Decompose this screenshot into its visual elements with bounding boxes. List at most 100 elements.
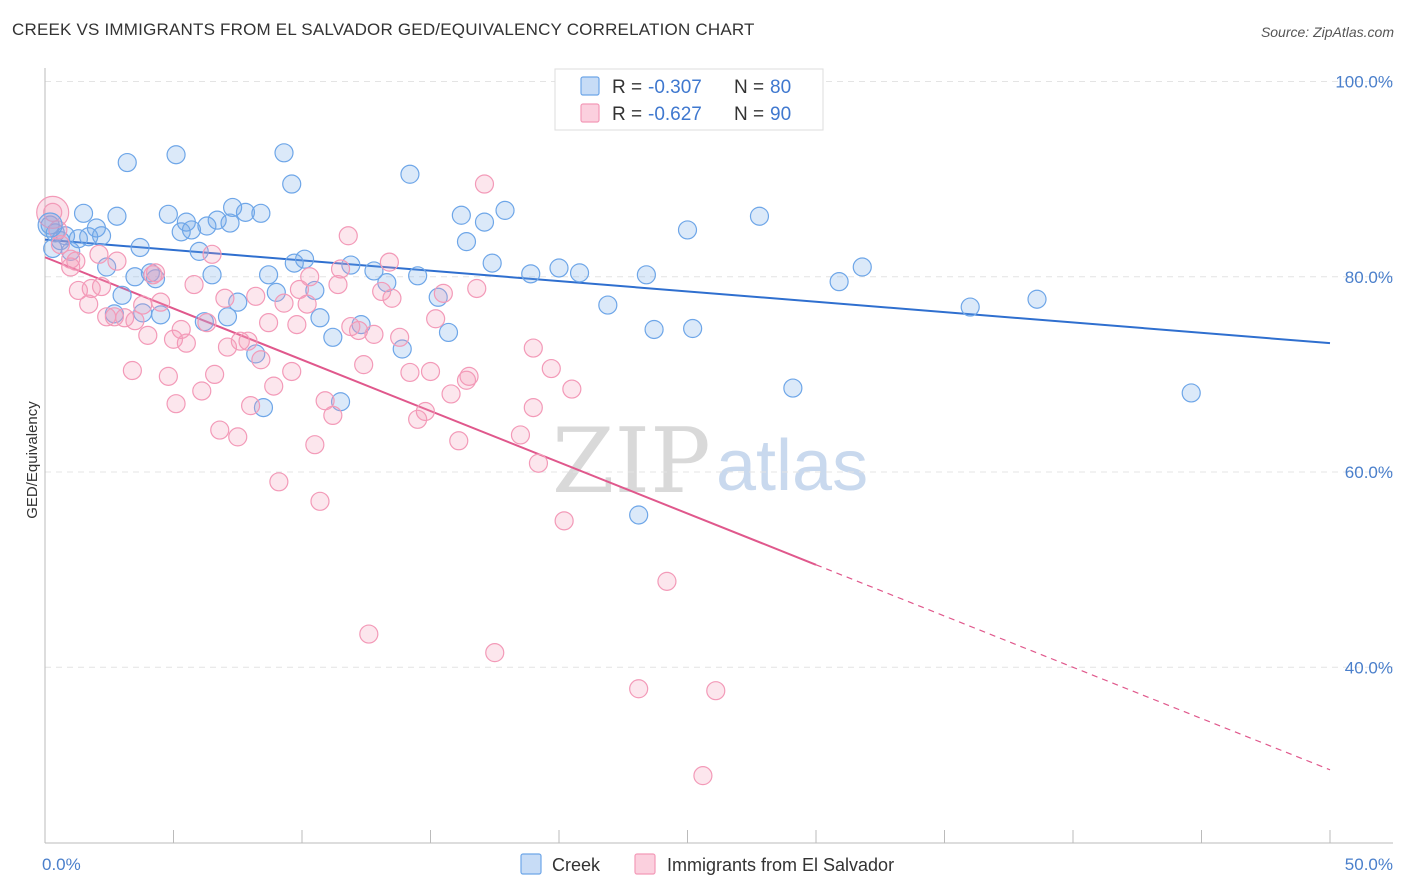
x-tick-label-min: 0.0% bbox=[42, 855, 81, 874]
point-series-1-34 bbox=[228, 427, 248, 447]
bottom-legend-label-el-salvador: Immigrants from El Salvador bbox=[667, 855, 894, 875]
point-series-1-20 bbox=[151, 292, 171, 312]
point-series-1-4 bbox=[61, 257, 81, 277]
point-series-0-66 bbox=[629, 505, 649, 525]
point-series-1-41 bbox=[264, 376, 284, 396]
point-series-0-24 bbox=[181, 220, 202, 240]
point-series-1-70 bbox=[433, 283, 453, 303]
point-series-1-86 bbox=[657, 571, 677, 591]
point-series-1-16 bbox=[133, 295, 153, 315]
point-series-1-54 bbox=[330, 259, 351, 279]
x-tick-label-max: 50.0% bbox=[1345, 855, 1393, 874]
point-series-1-43 bbox=[274, 293, 294, 313]
point-large-creek bbox=[37, 212, 63, 238]
top-legend-box bbox=[554, 68, 824, 131]
point-series-1-23 bbox=[166, 394, 186, 414]
point-series-1-69 bbox=[426, 309, 446, 329]
point-series-0-43 bbox=[294, 249, 315, 269]
point-series-0-39 bbox=[266, 282, 286, 302]
point-series-1-25 bbox=[176, 333, 196, 353]
point-series-1-39 bbox=[251, 350, 271, 370]
point-series-1-58 bbox=[354, 355, 374, 375]
point-series-1-79 bbox=[523, 397, 543, 418]
point-series-1-11 bbox=[104, 307, 124, 327]
point-series-0-16 bbox=[130, 237, 150, 258]
point-series-0-13 bbox=[117, 152, 137, 173]
point-series-1-84 bbox=[562, 379, 582, 399]
point-series-0-76 bbox=[1027, 289, 1047, 309]
point-series-1-85 bbox=[629, 679, 649, 699]
point-series-1-83 bbox=[554, 511, 574, 531]
point-series-1-27 bbox=[192, 381, 212, 401]
point-series-0-34 bbox=[235, 202, 256, 222]
point-series-1-81 bbox=[528, 453, 549, 473]
point-series-1-5 bbox=[66, 251, 86, 271]
point-series-1-89 bbox=[89, 244, 109, 264]
point-series-0-75 bbox=[960, 297, 980, 317]
point-series-1-40 bbox=[258, 313, 279, 333]
point-series-1-38 bbox=[246, 286, 266, 306]
point-series-1-65 bbox=[400, 362, 420, 383]
trend-line-dashed-series-1 bbox=[815, 564, 1331, 771]
source-label: Source: ZipAtlas.com bbox=[1260, 24, 1394, 40]
point-series-0-53 bbox=[400, 164, 420, 184]
point-series-1-59 bbox=[359, 624, 379, 644]
point-series-1-19 bbox=[145, 263, 166, 283]
point-series-1-64 bbox=[390, 327, 410, 347]
point-series-0-9 bbox=[91, 226, 112, 246]
point-series-0-68 bbox=[644, 319, 664, 340]
point-series-1-49 bbox=[305, 435, 325, 455]
point-series-0-32 bbox=[223, 197, 243, 218]
x-axis-ticks bbox=[44, 830, 1331, 843]
bottom-legend-swatch-el-salvador bbox=[634, 853, 656, 875]
point-series-1-0 bbox=[43, 202, 63, 222]
point-series-1-14 bbox=[122, 360, 142, 381]
point-series-1-35 bbox=[230, 331, 250, 351]
y-axis-title: GED/Equivalency bbox=[24, 401, 41, 519]
point-series-1-45 bbox=[287, 315, 307, 335]
point-series-1-15 bbox=[125, 311, 145, 331]
point-series-1-31 bbox=[210, 420, 230, 440]
point-series-0-27 bbox=[197, 216, 217, 236]
legend-n-label-creek: N = bbox=[734, 77, 764, 98]
point-series-0-6 bbox=[73, 203, 94, 223]
bottom-legend: Creek Immigrants from El Salvador bbox=[520, 853, 894, 875]
point-series-0-77 bbox=[1181, 383, 1201, 403]
legend-n-value-el-salvador: 90 bbox=[770, 104, 791, 125]
point-series-0-65 bbox=[598, 295, 618, 315]
point-series-1-26 bbox=[184, 274, 204, 295]
point-series-1-68 bbox=[420, 361, 441, 382]
legend-n-label-el-salvador: N = bbox=[734, 104, 764, 125]
point-series-1-22 bbox=[163, 329, 184, 349]
point-series-1-36 bbox=[238, 331, 258, 351]
trend-line-series-1 bbox=[44, 256, 817, 566]
point-series-0-50 bbox=[364, 261, 384, 281]
point-series-0-70 bbox=[683, 318, 703, 339]
point-series-1-71 bbox=[441, 384, 461, 404]
point-series-1-52 bbox=[323, 405, 343, 426]
point-series-0-33 bbox=[228, 292, 248, 312]
point-series-1-61 bbox=[372, 281, 392, 302]
y-tick-labels: 40.0% 60.0% 80.0% 100.0% bbox=[1335, 73, 1393, 678]
point-series-1-12 bbox=[107, 251, 127, 271]
point-series-1-57 bbox=[348, 320, 369, 341]
point-series-1-77 bbox=[485, 643, 505, 663]
point-series-0-62 bbox=[521, 264, 541, 284]
top-legend: R = -0.307 N = 80 R = -0.627 N = 90 bbox=[554, 68, 824, 131]
chart-title: CREEK VS IMMIGRANTS FROM EL SALVADOR GED… bbox=[12, 20, 755, 39]
point-series-0-60 bbox=[482, 253, 502, 273]
point-series-1-7 bbox=[79, 294, 99, 314]
point-series-0-52 bbox=[392, 339, 412, 359]
point-series-1-32 bbox=[215, 288, 235, 308]
point-series-0-59 bbox=[474, 212, 495, 232]
point-series-0-41 bbox=[282, 174, 302, 194]
point-series-0-61 bbox=[495, 200, 515, 220]
point-series-1-72 bbox=[449, 431, 469, 451]
watermark-zip: ZIP bbox=[552, 409, 711, 514]
point-series-1-66 bbox=[408, 409, 428, 429]
point-series-1-42 bbox=[269, 472, 289, 492]
point-series-1-78 bbox=[510, 425, 531, 445]
y-tick-label-60: 60.0% bbox=[1345, 463, 1393, 482]
point-series-0-58 bbox=[456, 232, 477, 252]
point-series-0-48 bbox=[341, 255, 361, 275]
